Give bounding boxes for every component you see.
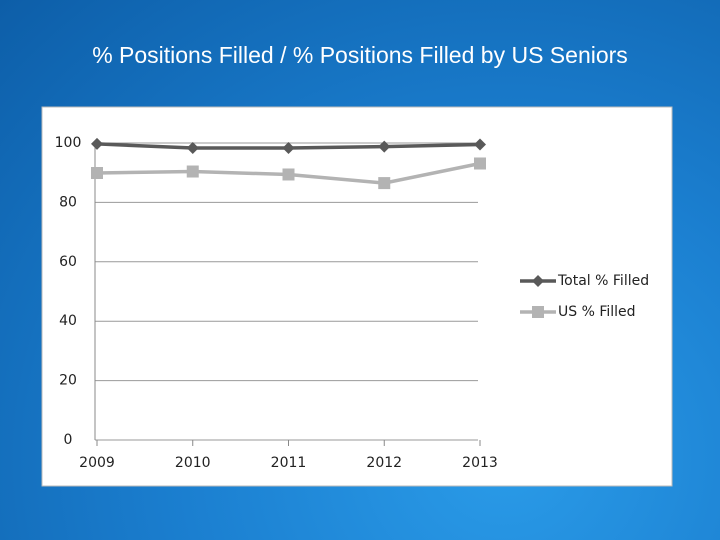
y-tick-label: 80: [59, 194, 77, 210]
data-point: [378, 177, 391, 190]
x-tick-label: 2013: [462, 455, 498, 471]
y-tick-label: 60: [59, 254, 77, 270]
data-point: [91, 137, 103, 150]
data-point: [474, 138, 486, 151]
chart-area: [41, 106, 673, 487]
y-tick-label: 0: [64, 432, 73, 448]
data-point: [378, 140, 391, 153]
x-tick-label: 2012: [366, 455, 402, 471]
y-tick-label: 100: [55, 135, 82, 151]
legend-label: US % Filled: [558, 304, 636, 320]
data-point: [474, 157, 486, 170]
x-tick-label: 2011: [271, 455, 307, 471]
data-point: [186, 165, 199, 178]
chart-title: % Positions Filled / % Positions Filled …: [92, 42, 628, 68]
x-tick-label: 2010: [175, 455, 211, 471]
data-point: [282, 142, 295, 155]
legend-marker: [532, 275, 544, 287]
data-point: [186, 142, 199, 155]
legend-label: Total % Filled: [557, 273, 649, 289]
data-point: [282, 168, 295, 181]
y-tick-label: 40: [59, 313, 77, 329]
legend-marker: [532, 306, 544, 318]
x-tick-label: 2009: [79, 455, 115, 471]
data-point: [91, 166, 103, 179]
y-tick-label: 20: [59, 373, 77, 389]
